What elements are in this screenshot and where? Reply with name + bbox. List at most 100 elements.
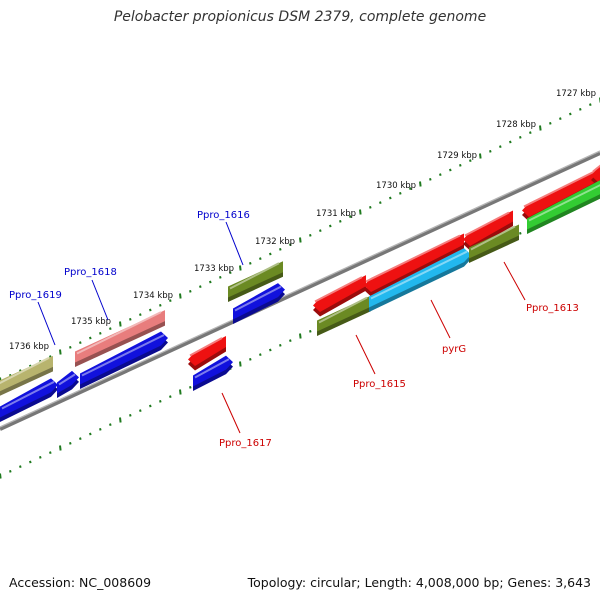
upper-track-tick xyxy=(479,153,482,159)
gene-ppro-1613-face xyxy=(469,224,519,259)
gene-red-c xyxy=(463,210,513,251)
gene-blue-e xyxy=(233,283,285,324)
lower-track-tick xyxy=(309,329,312,333)
lower-track-tick xyxy=(249,357,252,361)
upper-track-tick xyxy=(79,341,82,345)
upper-track-tick xyxy=(109,327,112,331)
upper-track-tick xyxy=(579,107,582,111)
upper-track-tick xyxy=(569,112,572,116)
gene-pyrg-highlight xyxy=(370,250,468,300)
gene-green-a-face xyxy=(527,180,600,230)
scale-label-1729: 1729 kbp xyxy=(437,151,477,161)
gene-ppro-1616 xyxy=(228,261,283,302)
lower-track-tick xyxy=(29,460,32,464)
upper-track-tick xyxy=(139,313,142,317)
upper-track-tick xyxy=(529,131,532,135)
gene-blue-a-highlight xyxy=(1,380,55,410)
gene-ppro-1618 xyxy=(75,310,165,367)
upper-track-tick xyxy=(69,345,72,349)
gene-red-c-face xyxy=(463,210,513,246)
gene-red-e-face xyxy=(591,166,600,182)
upper-track-tick xyxy=(169,299,172,303)
accession-text: Accession: NC_008609 xyxy=(9,575,152,590)
gene-ppro-1617 xyxy=(188,336,226,371)
upper-track-tick xyxy=(159,303,162,307)
upper-track-tick xyxy=(409,187,412,191)
upper-track-tick xyxy=(549,121,552,125)
upper-track-tick xyxy=(389,196,392,200)
lower-track-tick xyxy=(79,437,82,441)
gene-red-b-highlight xyxy=(365,234,461,283)
upper-track-tick xyxy=(179,293,182,299)
lower-track-tick xyxy=(59,445,62,451)
leader-ppro-1617 xyxy=(221,392,241,434)
gene-green-a xyxy=(527,180,600,234)
upper-track-tick xyxy=(289,243,292,247)
lower-track-tick xyxy=(159,399,162,403)
gene-label-ppro-1616: Ppro_1616 xyxy=(197,210,250,221)
leader-ppro-1619 xyxy=(37,301,56,346)
upper-track-tick xyxy=(119,321,122,327)
gene-red-a xyxy=(313,275,366,317)
gene-ppro-1619-highlight xyxy=(0,356,50,385)
upper-track-tick xyxy=(279,247,282,251)
upper-track-tick xyxy=(319,229,322,233)
upper-track-tick xyxy=(99,331,102,335)
gene-ppro-1616-face xyxy=(228,261,283,298)
upper-track-tick xyxy=(489,149,492,153)
gene-ppro-1615 xyxy=(317,295,371,336)
leader-ppro-1615 xyxy=(355,334,376,375)
leader-ppro-1618 xyxy=(91,279,109,321)
gene-ppro-1619-face xyxy=(0,355,53,392)
upper-track-tick xyxy=(359,209,362,215)
lower-track-tick xyxy=(119,417,122,423)
lower-track-tick xyxy=(129,413,132,417)
upper-track-tick xyxy=(519,135,522,139)
upper-track-tick xyxy=(229,271,232,275)
gene-ppro-1615-highlight xyxy=(318,296,368,324)
scale-label-1734: 1734 kbp xyxy=(133,291,173,301)
lower-track-tick xyxy=(139,409,142,413)
upper-track-tick xyxy=(219,275,222,279)
scale-label-1735: 1735 kbp xyxy=(71,317,111,327)
lower-track-tick xyxy=(179,389,182,395)
gene-red-d xyxy=(522,167,600,222)
upper-track-tick xyxy=(59,349,62,355)
gene-red-c-highlight xyxy=(464,211,510,237)
leader-pyrg xyxy=(430,299,451,339)
lower-track-tick xyxy=(299,333,302,339)
upper-track-tick xyxy=(269,252,272,256)
upper-track-tick xyxy=(469,159,472,163)
gene-blue-e-highlight xyxy=(234,285,282,312)
scale-label-1728: 1728 kbp xyxy=(496,120,536,130)
upper-tick-track xyxy=(0,97,600,383)
gene-blue-d-highlight xyxy=(194,358,230,379)
upper-track-tick xyxy=(559,117,562,121)
scale-label-1730: 1730 kbp xyxy=(376,181,416,191)
scale-label-1733: 1733 kbp xyxy=(194,264,234,274)
gene-features xyxy=(0,164,600,422)
gene-red-a-highlight xyxy=(314,276,363,303)
gene-red-b xyxy=(364,233,464,297)
lower-track-tick xyxy=(19,465,22,469)
upper-track-tick xyxy=(439,173,442,177)
upper-track-tick xyxy=(379,201,382,205)
upper-track-tick xyxy=(149,308,152,312)
gene-label-ppro-1619: Ppro_1619 xyxy=(9,290,62,301)
gene-label-ppro-1615: Ppro_1615 xyxy=(353,379,406,390)
lower-track-tick xyxy=(279,343,282,347)
gene-label-ppro-1618: Ppro_1618 xyxy=(64,267,117,278)
upper-track-tick xyxy=(199,285,202,289)
upper-track-tick xyxy=(499,145,502,149)
lower-track-tick xyxy=(109,423,112,427)
genome-stats-text: Topology: circular; Length: 4,008,000 bp… xyxy=(247,575,591,590)
gene-blue-c xyxy=(80,331,168,389)
gene-blue-b-highlight xyxy=(58,373,76,386)
lower-track-tick xyxy=(0,473,2,479)
gene-blue-b-face xyxy=(57,370,79,394)
leader-ppro-1616 xyxy=(225,221,244,266)
upper-track-tick xyxy=(509,140,512,144)
upper-track-tick xyxy=(459,163,462,167)
gene-pyrg xyxy=(369,248,471,312)
